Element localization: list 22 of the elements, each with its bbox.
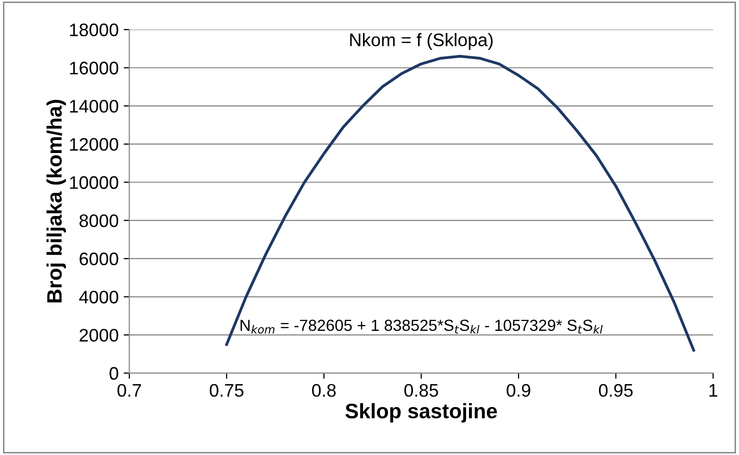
text: N$_{kom}$ = -782605 + 1 838525*S$_{t}$S$_{kl}$ - 1057329* S$_{t}$S$_{kl}$ (240, 320, 603, 334)
y-tick-label: 14000 (70, 100, 118, 113)
x-tick-label: 0.95 (598, 384, 633, 397)
y-tick-label: 10000 (70, 176, 118, 189)
y-tick-label: 12000 (70, 138, 118, 151)
x-tick-label: 0.7 (117, 384, 141, 397)
x-tick-label: 0.85 (404, 384, 438, 397)
chart-title: Nkom = f (Sklopa) (350, 33, 493, 50)
x-tick-label: 0.8 (312, 384, 336, 397)
x-tick-label: 1 (709, 384, 718, 397)
y-tick-label: 16000 (70, 62, 118, 74)
y-tick-label: 0 (110, 367, 118, 380)
line-series (225, 54, 696, 352)
y-tick-label: 18000 (70, 24, 118, 36)
x-tick-label: 0.75 (210, 384, 244, 397)
y-tick-label: 4000 (79, 290, 118, 304)
x-axis-title: Sklop sastojine (345, 403, 497, 423)
x-tick-label: 0.9 (506, 384, 530, 397)
y-axis-title: Broj biljaka (kom/ha) (46, 100, 66, 302)
y-tick-label: 2000 (80, 328, 118, 342)
y-tick-label: 8000 (80, 214, 118, 228)
y-tick-label: 6000 (80, 252, 118, 266)
